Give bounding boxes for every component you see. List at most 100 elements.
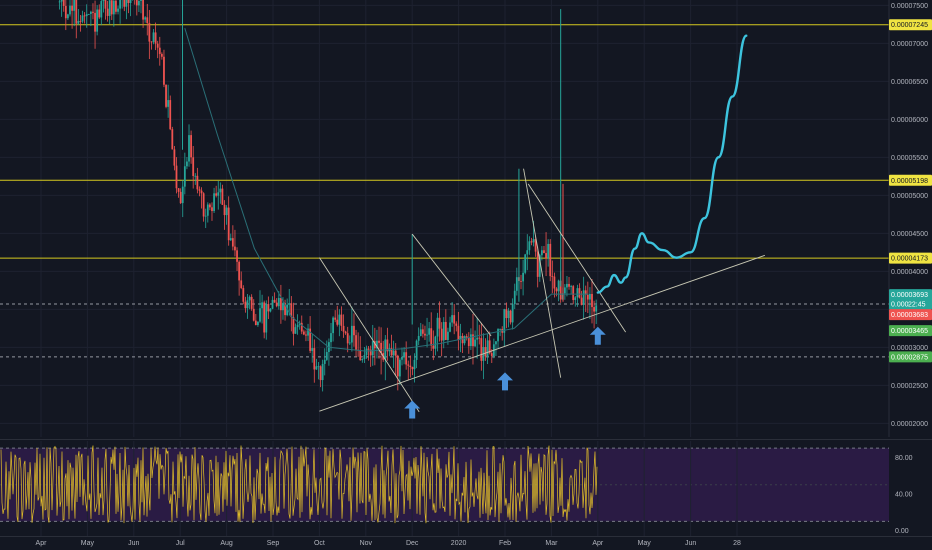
candle-body xyxy=(267,303,270,312)
candle-body xyxy=(282,303,284,311)
price-tag-label: 0.00005198 xyxy=(891,178,928,185)
oscillator-chart[interactable]: 80.00 40.00 0.00 Apr May Jun Jul Aug Sep Oct Nov De… xyxy=(0,439,932,550)
candle-body xyxy=(81,15,84,22)
time-axis-tick-label: Nov xyxy=(360,540,373,547)
candle-body xyxy=(505,309,508,319)
candle-body xyxy=(369,349,372,356)
candle-body xyxy=(217,192,220,196)
candle-body xyxy=(250,296,253,309)
candle-body xyxy=(467,337,470,347)
candle-body xyxy=(438,317,441,329)
candle-body xyxy=(363,355,366,359)
candle-body xyxy=(442,321,445,341)
price-tag-label: 0.000 xyxy=(891,302,909,309)
price-tag[interactable] xyxy=(889,252,932,264)
candle-body xyxy=(480,338,483,361)
candle-body xyxy=(469,334,472,347)
trend-line[interactable] xyxy=(319,257,420,413)
candle-body xyxy=(102,0,105,2)
trend-line[interactable] xyxy=(319,254,765,412)
candle-body xyxy=(219,188,222,193)
time-axis-tick-label: 28 xyxy=(733,540,741,547)
candle-body xyxy=(236,250,238,262)
time-axis-tick-label: Mar xyxy=(545,540,558,547)
time-axis-tick-label: Dec xyxy=(406,540,419,547)
price-axis-tick-label: 0.00007500 xyxy=(891,3,928,10)
candle-body xyxy=(476,337,479,340)
candle-body xyxy=(196,175,199,190)
candle-body xyxy=(386,339,389,352)
price-axis-tick-label: 0.00007000 xyxy=(891,41,928,48)
candle-body xyxy=(432,345,435,349)
price-tag[interactable] xyxy=(889,19,932,31)
price-tag-label: 0.00003465 xyxy=(891,328,928,335)
candle-body xyxy=(246,300,249,309)
candle-body xyxy=(534,239,537,252)
candle-body xyxy=(229,238,232,241)
candle-body xyxy=(213,193,215,212)
candle-body xyxy=(490,353,493,356)
candle-body xyxy=(129,0,132,4)
price-tag[interactable] xyxy=(889,325,932,337)
candle-body xyxy=(94,12,96,32)
trend-line[interactable] xyxy=(527,183,627,333)
time-axis-tick-label: Aug xyxy=(220,540,233,547)
candle-body xyxy=(279,297,282,311)
candle-body xyxy=(169,100,172,130)
price-tag[interactable] xyxy=(889,289,932,301)
candle-body xyxy=(150,41,153,43)
candle-body xyxy=(242,288,245,302)
candle-body xyxy=(252,308,255,321)
candle-body xyxy=(60,0,63,2)
candle-body xyxy=(221,188,224,205)
candle-body xyxy=(208,204,211,208)
candle-body xyxy=(171,129,174,150)
price-axis-tick-label: 0.00005500 xyxy=(891,155,928,162)
candle-body xyxy=(323,359,326,364)
candle-body xyxy=(574,297,577,301)
candle-body xyxy=(290,303,293,318)
time-axis-tick-label: Apr xyxy=(36,540,48,547)
candle-body xyxy=(163,56,165,85)
candle-body xyxy=(69,5,71,15)
candle-body xyxy=(580,297,583,305)
candle-body xyxy=(100,1,103,18)
candle-body xyxy=(361,358,364,361)
candle-body xyxy=(336,319,339,325)
price-tag[interactable] xyxy=(889,351,932,363)
moving-average-line xyxy=(184,27,589,352)
candle-body xyxy=(396,355,399,377)
price-tag[interactable] xyxy=(889,298,932,310)
candle-body xyxy=(522,272,524,282)
candle-body xyxy=(313,348,316,370)
candle-body xyxy=(399,359,401,377)
projection-curve[interactable] xyxy=(596,34,748,294)
time-axis-tick-label: Sep xyxy=(267,540,280,547)
price-tag[interactable] xyxy=(889,174,932,186)
price-tag[interactable] xyxy=(889,309,932,321)
candle-body xyxy=(353,325,355,336)
candle-body xyxy=(555,288,558,292)
candle-body xyxy=(288,303,291,305)
candle-body xyxy=(123,0,126,7)
candle-body xyxy=(259,308,261,322)
candle-body xyxy=(311,348,314,351)
candle-body xyxy=(206,204,209,216)
candle-body xyxy=(405,352,408,365)
candle-body xyxy=(532,239,535,243)
candle-body xyxy=(202,193,205,217)
candle-body xyxy=(447,331,449,340)
candle-body xyxy=(451,315,454,323)
candle-body xyxy=(449,322,451,332)
candle-body xyxy=(421,329,424,334)
price-axis-tick-label: 0.00006000 xyxy=(891,117,928,124)
trend-line[interactable] xyxy=(411,233,492,337)
trend-line[interactable] xyxy=(523,168,562,378)
candle-body xyxy=(194,175,197,177)
candle-body xyxy=(455,323,458,326)
candle-body xyxy=(543,250,545,254)
candle-body xyxy=(200,190,203,194)
candle-body xyxy=(294,327,297,334)
candle-body xyxy=(545,253,547,259)
price-chart[interactable]: 0.00007500 0.00007000 0.00006500 0.00006000… xyxy=(0,0,932,439)
